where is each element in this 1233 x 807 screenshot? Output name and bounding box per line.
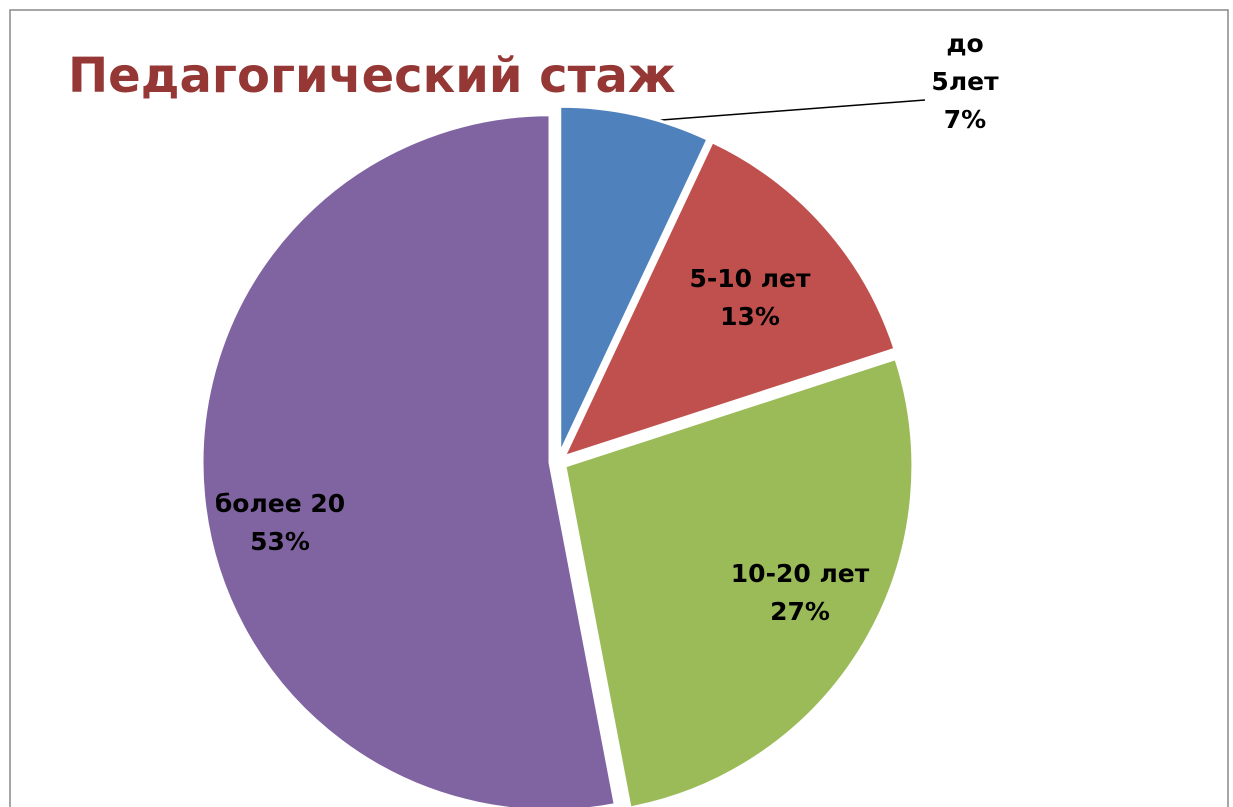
slice-value: 7% bbox=[943, 105, 987, 134]
data-label: до 5лет 7% bbox=[905, 25, 1025, 139]
chart-title: Педагогический стаж bbox=[68, 48, 676, 104]
leader-line bbox=[634, 99, 926, 123]
pie-slice bbox=[561, 139, 897, 460]
slice-name: 10-20 лет bbox=[730, 559, 870, 588]
slice-name: более 20 bbox=[214, 489, 346, 518]
slice-value: 13% bbox=[720, 302, 780, 331]
pie-slice bbox=[563, 356, 915, 807]
slice-name: 5-10 лет bbox=[689, 264, 811, 293]
chart-frame bbox=[9, 9, 1229, 807]
pie-slice bbox=[200, 113, 617, 807]
slice-value: 53% bbox=[250, 527, 310, 556]
slice-name: до 5лет bbox=[931, 29, 999, 96]
data-label: 5-10 лет 13% bbox=[660, 260, 840, 336]
pie-slice bbox=[558, 104, 710, 455]
slice-value: 27% bbox=[770, 597, 830, 626]
data-label: 10-20 лет 27% bbox=[700, 555, 900, 631]
data-label: более 20 53% bbox=[195, 485, 365, 561]
